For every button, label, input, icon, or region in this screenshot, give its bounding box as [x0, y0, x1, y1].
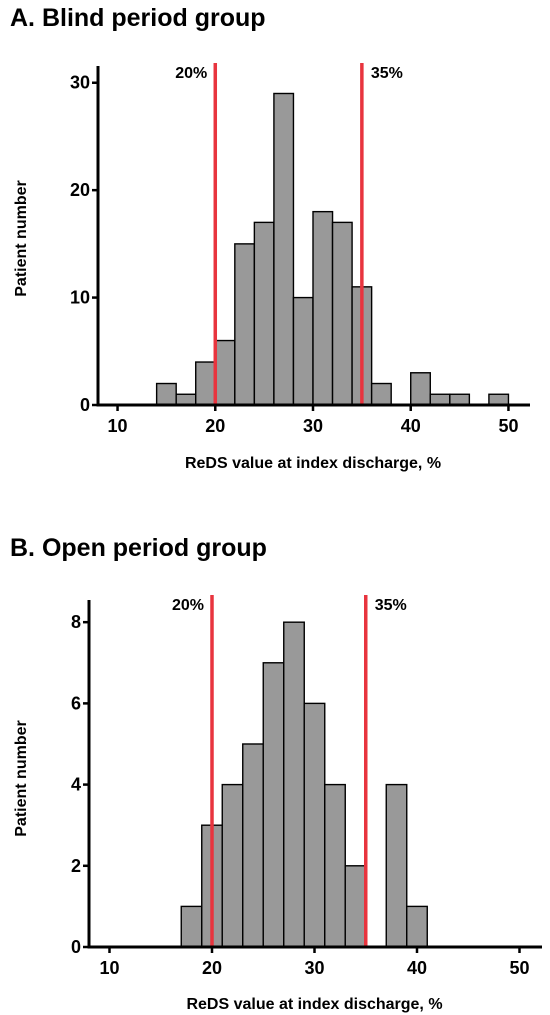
histogram-bar [324, 783, 346, 948]
y-tick-label: 2 [71, 856, 81, 876]
histogram-bar [234, 243, 256, 406]
x-tick-label: 30 [303, 416, 323, 436]
x-tick-label: 40 [401, 416, 421, 436]
y-tick-label: 0 [80, 395, 90, 415]
y-tick-label: 20 [70, 180, 90, 200]
histogram-bar [370, 382, 392, 406]
histogram-bar [331, 221, 353, 406]
x-tick-label: 30 [304, 958, 324, 978]
histogram-bar [385, 783, 408, 948]
y-axis-title: Patient number [13, 180, 30, 296]
x-tick-label: 50 [498, 416, 518, 436]
histogram-bar [429, 393, 451, 406]
y-tick-label: 30 [70, 73, 90, 93]
histogram-bar [312, 210, 334, 406]
y-tick-label: 6 [71, 693, 81, 713]
histogram-bar [180, 905, 203, 948]
histogram-bar [406, 905, 428, 948]
histogram-blind: 20% 35% 0 10 20 30 10 20 30 40 50 ReDS value at ind… [13, 63, 530, 472]
x-tick-label: 10 [99, 958, 119, 978]
histogram-bar [195, 361, 216, 406]
y-tick-label: 10 [70, 288, 90, 308]
histogram-bar [262, 662, 285, 948]
y-tick-label: 0 [71, 937, 81, 957]
histogram-bar [273, 92, 295, 406]
chart-panel-blind: A. Blind period group 20% 35% 0 10 20 30 10 20 3… [0, 0, 550, 500]
x-tick-label: 50 [509, 958, 529, 978]
y-tick-label: 8 [71, 612, 81, 632]
histogram-bar [410, 372, 431, 406]
histogram-bar [221, 783, 244, 948]
chart-title: A. Blind period group [10, 4, 266, 32]
histogram-bar [488, 393, 510, 406]
histogram-bar [175, 393, 197, 406]
reference-line-label: 35% [375, 597, 407, 614]
chart-title: B. Open period group [10, 534, 267, 562]
x-axis-title: ReDS value at index discharge, % [186, 996, 442, 1013]
y-tick-label: 4 [71, 775, 81, 795]
histogram-bar [253, 221, 275, 406]
histogram-bar [283, 621, 305, 948]
x-tick-label: 40 [407, 958, 427, 978]
chart-panel-open: B. Open period group 20% 35% 0 2 4 6 8 10 20 30 40… [0, 530, 550, 1015]
x-axis-title: ReDS value at index discharge, % [185, 455, 441, 472]
histogram-bar [214, 339, 236, 406]
x-tick-label: 20 [205, 416, 225, 436]
histogram-bar [292, 296, 314, 406]
reference-line-label: 20% [172, 597, 204, 614]
reference-line-label: 35% [371, 65, 403, 82]
histogram-bar [303, 702, 326, 948]
x-tick-label: 10 [108, 416, 128, 436]
reference-line-label: 20% [175, 65, 207, 82]
histogram-bar [155, 382, 177, 406]
histogram-bar [449, 393, 471, 406]
histogram-open: 20% 35% 0 2 4 6 8 10 20 30 40 50 ReDS value at index… [13, 595, 542, 1013]
histogram-bar [242, 743, 264, 948]
histogram-bar [344, 865, 367, 948]
x-tick-label: 20 [202, 958, 222, 978]
y-axis-title: Patient number [13, 720, 30, 836]
